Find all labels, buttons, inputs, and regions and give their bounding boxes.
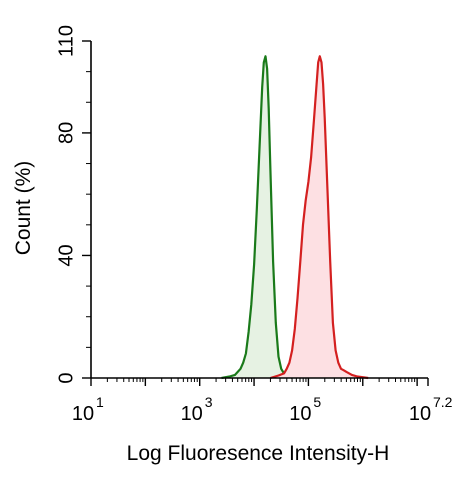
y-tick-label: 80 (55, 122, 77, 144)
y-tick-label: 40 (55, 244, 77, 266)
series-2-area (270, 56, 369, 379)
y-tick-label: 110 (55, 25, 77, 57)
minor-ticks (86, 71, 416, 382)
x-tick-exponent: 7.2 (433, 394, 453, 410)
x-tick-label: 10 (72, 403, 94, 425)
x-tick-exponent: 5 (313, 394, 321, 410)
series-1-line (221, 55, 293, 380)
x-tick-label: 10 (181, 403, 203, 425)
x-tick-label: 10 (409, 403, 431, 425)
series-2-line (270, 55, 369, 380)
x-tick-exponent: 1 (96, 394, 104, 410)
x-axis-title: Log Fluoresence Intensity-H (127, 442, 390, 465)
x-tick-exponent: 3 (205, 394, 213, 410)
x-tick-label: 10 (289, 403, 311, 425)
major-ticks (82, 40, 429, 386)
y-axis-title: Count (%) (12, 161, 35, 256)
axes-layer (82, 40, 429, 386)
series-layer (221, 55, 369, 380)
y-tick-label: 0 (55, 372, 77, 383)
